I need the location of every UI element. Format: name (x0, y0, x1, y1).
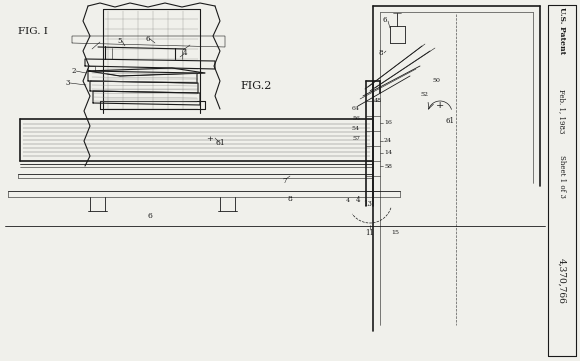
Text: 50: 50 (432, 78, 440, 83)
Text: 6: 6 (382, 16, 387, 24)
Text: U.S. Patent: U.S. Patent (558, 7, 566, 55)
Text: 8: 8 (288, 195, 292, 203)
Text: 16: 16 (384, 121, 392, 126)
Text: 13: 13 (364, 200, 372, 208)
Text: 8: 8 (379, 49, 383, 57)
Text: 54: 54 (352, 126, 360, 130)
Text: 24: 24 (384, 139, 392, 144)
Text: FIG.2: FIG.2 (240, 81, 271, 91)
Text: 7: 7 (283, 177, 287, 185)
Text: 5: 5 (118, 37, 122, 45)
Text: 52: 52 (420, 91, 428, 96)
Text: 2: 2 (72, 67, 76, 75)
Text: 4: 4 (356, 196, 360, 204)
Text: 61: 61 (215, 139, 225, 147)
Text: +: + (436, 101, 444, 110)
Text: 15: 15 (391, 231, 399, 235)
Text: 48: 48 (374, 99, 382, 104)
Text: 11: 11 (365, 229, 375, 237)
Text: 6: 6 (147, 212, 153, 220)
Text: Feb. 1, 1983: Feb. 1, 1983 (558, 89, 566, 133)
Text: 4: 4 (183, 49, 187, 57)
Text: 56: 56 (352, 116, 360, 121)
Text: FIG. I: FIG. I (18, 26, 48, 35)
Text: 6: 6 (146, 35, 150, 43)
Text: 64: 64 (352, 106, 360, 112)
Text: 14: 14 (384, 151, 392, 156)
Text: Sheet 1 of 3: Sheet 1 of 3 (558, 155, 566, 197)
Text: 4,370,766: 4,370,766 (557, 258, 567, 304)
Text: 58: 58 (384, 164, 392, 169)
Text: 3: 3 (66, 79, 70, 87)
Text: +: + (206, 135, 213, 143)
Text: 57: 57 (352, 136, 360, 142)
Text: 4: 4 (346, 199, 350, 204)
Text: 61: 61 (445, 117, 455, 125)
